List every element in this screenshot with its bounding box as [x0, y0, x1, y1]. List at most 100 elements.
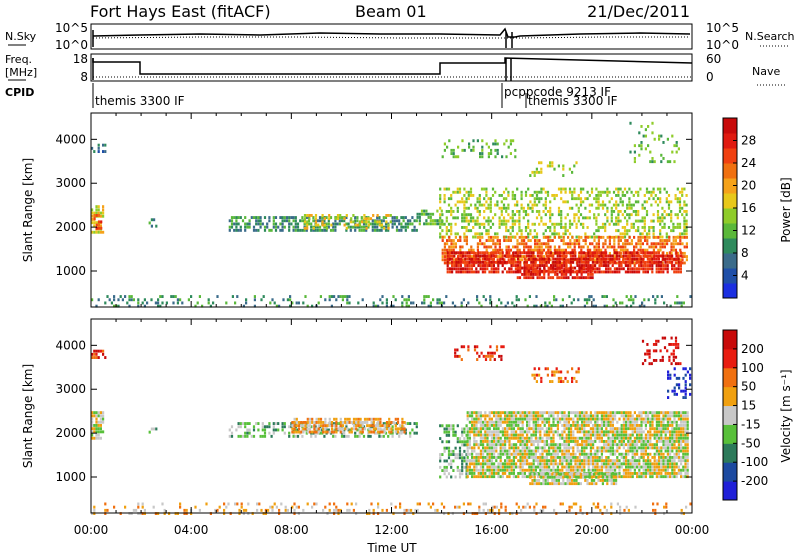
velocity-cell — [415, 425, 418, 429]
velocity-cell — [512, 468, 515, 472]
velocity-cell — [640, 456, 643, 459]
velocity-cell — [508, 456, 511, 459]
velocity-cell — [311, 417, 314, 421]
power-cell — [646, 260, 649, 264]
velocity-cell — [550, 462, 553, 466]
velocity-cell — [447, 430, 451, 434]
velocity-cell — [638, 417, 641, 421]
velocity-cell — [616, 433, 619, 437]
power-cell — [476, 235, 479, 239]
velocity-cell — [627, 411, 630, 415]
velocity-cell — [468, 468, 471, 472]
power-cell — [410, 301, 413, 305]
power-cell — [547, 248, 550, 252]
velocity-cell — [620, 424, 623, 427]
power-cell — [658, 134, 661, 138]
velocity-cell — [592, 417, 595, 421]
velocity-cell — [598, 424, 601, 427]
power-cell — [561, 304, 564, 308]
velocity-cell — [534, 433, 537, 437]
power-cell — [569, 254, 572, 258]
power-cell — [423, 212, 426, 216]
velocity-cell — [539, 459, 542, 463]
power-cell — [673, 267, 676, 271]
power-cell — [560, 248, 563, 252]
power-cell — [358, 223, 362, 227]
velocity-cell — [640, 465, 643, 469]
velocity-cell — [565, 446, 568, 450]
power-cell — [421, 301, 424, 305]
velocity-cell — [578, 430, 581, 434]
velocity-cell — [614, 436, 617, 440]
velocity-cell — [99, 436, 102, 440]
velocity-cell — [97, 430, 100, 434]
velocity-cell — [458, 472, 462, 476]
power-cell — [652, 242, 655, 246]
power-cell — [443, 222, 446, 226]
velocity-cell — [381, 424, 384, 428]
velocity-cell — [475, 465, 478, 469]
power-cell — [656, 216, 660, 220]
velocity-cell — [532, 417, 535, 421]
velocity-cell — [545, 462, 548, 466]
power-cell — [459, 251, 462, 255]
power-cell — [597, 248, 600, 252]
velocity-cell — [313, 430, 316, 434]
power-cell — [577, 197, 580, 201]
velocity-cell — [576, 465, 579, 469]
power-cell — [324, 298, 327, 302]
velocity-cell — [618, 427, 621, 431]
velocity-cell — [510, 420, 513, 424]
power-cell — [621, 232, 624, 236]
velocity-cell — [556, 433, 559, 437]
power-cell — [598, 264, 601, 267]
velocity-cell — [561, 465, 564, 469]
power-cell — [418, 219, 421, 223]
power-cell — [467, 213, 470, 217]
power-cell — [538, 242, 541, 246]
velocity-cell — [611, 449, 614, 453]
power-cell — [494, 155, 497, 159]
power-cell — [321, 216, 324, 219]
power-cell — [496, 239, 499, 242]
velocity-cell — [394, 417, 397, 421]
power-cell — [304, 295, 307, 298]
velocity-cell — [629, 472, 632, 475]
power-cell — [505, 206, 508, 210]
power-cell — [516, 266, 519, 270]
power-cell — [682, 301, 685, 305]
power-cell — [529, 266, 533, 270]
velocity-cell — [402, 425, 405, 429]
velocity-cell — [642, 411, 645, 415]
power-cell — [538, 248, 541, 252]
power-cell — [484, 298, 487, 302]
power-cell — [540, 187, 543, 191]
velocity-cell — [508, 433, 511, 437]
power-cell — [513, 203, 517, 207]
power-cell — [568, 190, 572, 194]
velocity-cell — [563, 436, 566, 440]
velocity-cell — [272, 425, 275, 429]
power-cell — [448, 248, 451, 252]
power-cell — [456, 200, 459, 204]
velocity-cell — [644, 462, 647, 466]
power-cell — [657, 242, 660, 246]
velocity-cell — [598, 417, 601, 421]
power-cell — [649, 260, 652, 264]
power-cell — [468, 257, 471, 261]
power-cell — [260, 298, 263, 302]
power-cell — [558, 254, 561, 258]
velocity-cell — [300, 424, 303, 428]
velocity-cell — [587, 452, 590, 456]
velocity-cell — [471, 424, 474, 427]
velocity-cell — [297, 421, 301, 424]
velocity-cell — [607, 417, 610, 421]
velocity-cell — [473, 475, 476, 479]
velocity-cell — [468, 427, 471, 431]
power-cell — [683, 226, 686, 229]
power-cell — [257, 228, 260, 232]
power-cell — [472, 248, 475, 252]
velocity-cell — [541, 440, 544, 443]
power-cell — [97, 205, 100, 209]
power-cell — [660, 264, 663, 267]
